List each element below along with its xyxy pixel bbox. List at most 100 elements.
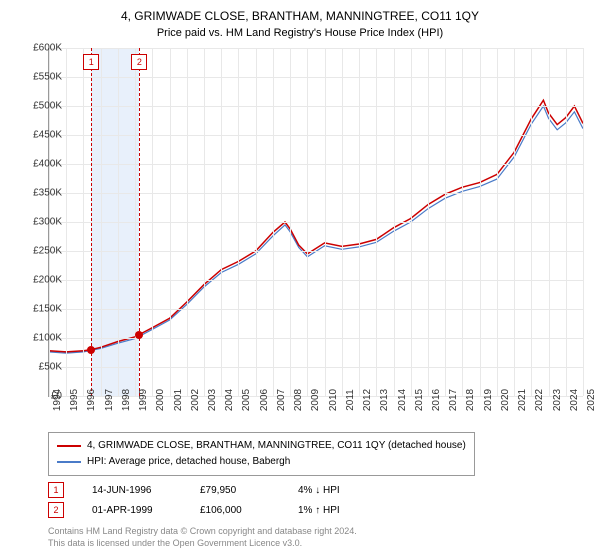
y-tick-label: £100K (16, 333, 62, 344)
gridline-v (497, 48, 498, 396)
x-tick-label: 2003 (207, 389, 218, 411)
gridline-h (49, 367, 583, 368)
sales-price: £79,950 (200, 485, 270, 496)
y-tick-label: £50K (16, 362, 62, 373)
gridline-h (49, 280, 583, 281)
gridline-v (83, 48, 84, 396)
x-tick-label: 1999 (138, 389, 149, 411)
chart-container: 4, GRIMWADE CLOSE, BRANTHAM, MANNINGTREE… (0, 0, 600, 560)
x-tick-label: 2001 (173, 389, 184, 411)
gridline-h (49, 48, 583, 49)
y-tick-label: £300K (16, 217, 62, 228)
footer-attribution: Contains HM Land Registry data © Crown c… (48, 526, 357, 549)
gridline-v (325, 48, 326, 396)
gridline-v (549, 48, 550, 396)
x-tick-label: 2011 (345, 389, 356, 411)
gridline-h (49, 222, 583, 223)
series-line (49, 100, 583, 352)
gridline-h (49, 338, 583, 339)
sales-price: £106,000 (200, 505, 270, 516)
sales-delta: 4% ↓ HPI (298, 485, 368, 496)
x-tick-label: 2015 (414, 389, 425, 411)
gridline-h (49, 164, 583, 165)
legend-label: HPI: Average price, detached house, Babe… (87, 454, 290, 470)
sales-delta: 1% ↑ HPI (298, 505, 368, 516)
gridline-v (411, 48, 412, 396)
x-tick-label: 2020 (500, 389, 511, 411)
gridline-v (445, 48, 446, 396)
sale-marker-dot (135, 331, 143, 339)
gridline-v (152, 48, 153, 396)
x-tick-label: 2005 (241, 389, 252, 411)
legend-item: HPI: Average price, detached house, Babe… (57, 454, 466, 470)
gridline-v (359, 48, 360, 396)
y-tick-label: £500K (16, 101, 62, 112)
x-tick-label: 2019 (483, 389, 494, 411)
x-tick-label: 1996 (86, 389, 97, 411)
gridline-v (394, 48, 395, 396)
series-line (49, 106, 583, 353)
sales-row: 1 14-JUN-1996 £79,950 4% ↓ HPI (48, 480, 368, 500)
x-tick-label: 2008 (293, 389, 304, 411)
gridline-v (428, 48, 429, 396)
gridline-v (101, 48, 102, 396)
gridline-h (49, 193, 583, 194)
gridline-h (49, 77, 583, 78)
gridline-h (49, 135, 583, 136)
x-tick-label: 1995 (69, 389, 80, 411)
gridline-v (204, 48, 205, 396)
gridline-v (170, 48, 171, 396)
x-tick-label: 2021 (517, 389, 528, 411)
sale-marker-dot (87, 346, 95, 354)
gridline-v (66, 48, 67, 396)
y-tick-label: £200K (16, 275, 62, 286)
chart-title: 4, GRIMWADE CLOSE, BRANTHAM, MANNINGTREE… (0, 0, 600, 25)
legend-swatch (57, 461, 81, 463)
x-tick-label: 2012 (362, 389, 373, 411)
legend-label: 4, GRIMWADE CLOSE, BRANTHAM, MANNINGTREE… (87, 438, 466, 454)
gridline-v (118, 48, 119, 396)
x-tick-label: 2004 (224, 389, 235, 411)
gridline-v (256, 48, 257, 396)
sale-marker-box: 1 (83, 54, 99, 70)
legend-item: 4, GRIMWADE CLOSE, BRANTHAM, MANNINGTREE… (57, 438, 466, 454)
gridline-v (273, 48, 274, 396)
x-tick-label: 2013 (379, 389, 390, 411)
sales-date: 14-JUN-1996 (92, 485, 172, 496)
legend-box: 4, GRIMWADE CLOSE, BRANTHAM, MANNINGTREE… (48, 432, 475, 476)
x-tick-label: 2022 (534, 389, 545, 411)
gridline-h (49, 106, 583, 107)
gridline-v (514, 48, 515, 396)
gridline-v (290, 48, 291, 396)
y-tick-label: £550K (16, 72, 62, 83)
sales-row: 201-APR-1999£106,0001% ↑ HPI (48, 500, 368, 520)
y-tick-label: £350K (16, 188, 62, 199)
x-tick-label: 2016 (431, 389, 442, 411)
x-tick-label: 2025 (586, 389, 597, 411)
gridline-v (462, 48, 463, 396)
gridline-v (531, 48, 532, 396)
sales-marker: 1 (48, 482, 64, 498)
footer-line1: Contains HM Land Registry data © Crown c… (48, 526, 357, 538)
y-tick-label: £150K (16, 304, 62, 315)
sales-date: 01-APR-1999 (92, 505, 172, 516)
legend-swatch (57, 445, 81, 447)
gridline-v (583, 48, 584, 396)
y-tick-label: £450K (16, 130, 62, 141)
gridline-h (49, 251, 583, 252)
y-tick-label: £400K (16, 159, 62, 170)
gridline-h (49, 309, 583, 310)
y-tick-label: £600K (16, 43, 62, 54)
x-tick-label: 1998 (121, 389, 132, 411)
gridline-v (135, 48, 136, 396)
sale-marker-line (139, 48, 140, 396)
gridline-v (187, 48, 188, 396)
sale-marker-box: 2 (131, 54, 147, 70)
gridline-v (307, 48, 308, 396)
gridline-v (566, 48, 567, 396)
x-tick-label: 1997 (104, 389, 115, 411)
plot-area: 12 (48, 48, 583, 397)
sales-table: 114-JUN-1996£79,9504% ↓ HPI201-APR-1999£… (48, 480, 368, 520)
x-tick-label: 2002 (190, 389, 201, 411)
gridline-v (238, 48, 239, 396)
